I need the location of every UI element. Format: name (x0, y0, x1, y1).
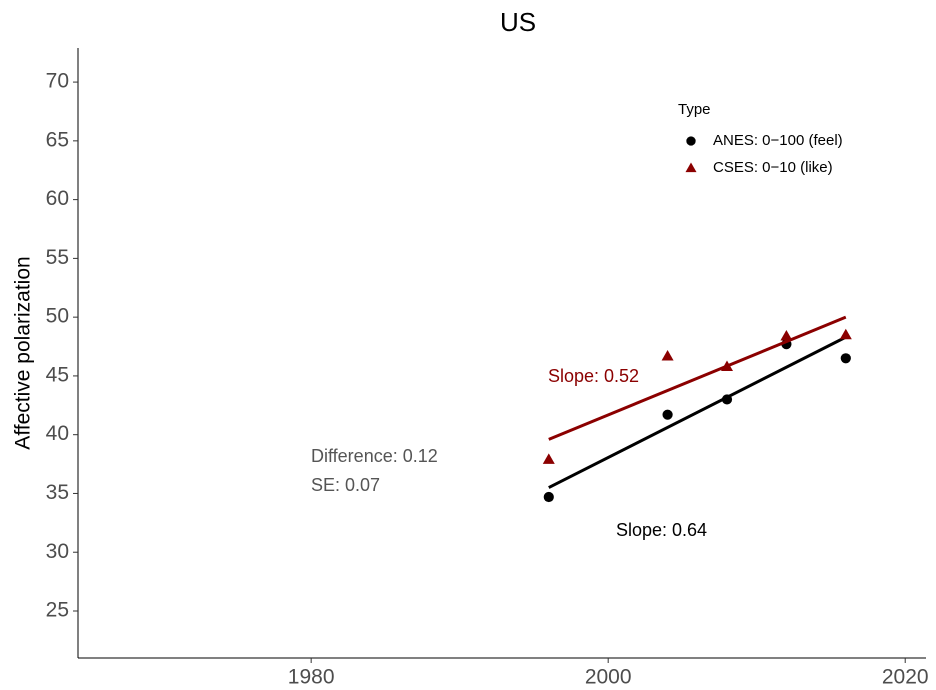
y-tick-label: 70 (46, 70, 69, 93)
point (543, 491, 554, 503)
point (840, 353, 851, 364)
point (720, 360, 733, 372)
chart-title: US (500, 7, 536, 37)
y-tick-label: 55 (46, 246, 69, 269)
legend-label: ANES: 0−100 (feel) (713, 132, 843, 149)
y-tick-label: 40 (46, 422, 69, 445)
point (661, 349, 674, 361)
annotation: Slope: 0.64 (616, 520, 707, 540)
annotation: Difference: 0.12 (311, 446, 438, 466)
x-tick-label: 2000 (585, 666, 632, 689)
x-tick-label: 2020 (882, 666, 929, 689)
point (839, 328, 852, 340)
y-tick-label: 35 (46, 481, 69, 504)
point (721, 394, 733, 405)
y-tick-label: 50 (46, 305, 69, 328)
x-tick-label: 1980 (288, 666, 335, 689)
annotation: Slope: 0.52 (548, 366, 639, 386)
point (542, 453, 555, 464)
annotation: SE: 0.07 (311, 475, 380, 495)
legend-label: CSES: 0−10 (like) (713, 159, 833, 176)
fit-line (548, 335, 847, 489)
y-tick-label: 45 (46, 363, 69, 386)
y-tick-label: 65 (46, 128, 69, 151)
legend-marker (685, 162, 697, 173)
legend-title: Type (678, 101, 711, 118)
point (662, 409, 673, 420)
y-tick-label: 60 (46, 187, 69, 210)
point (780, 329, 793, 341)
y-tick-label: 25 (46, 599, 69, 622)
y-tick-label: 30 (46, 540, 69, 563)
legend-marker (686, 136, 696, 146)
fit-line (548, 315, 847, 441)
y-axis-label: Affective polarization (12, 256, 35, 449)
